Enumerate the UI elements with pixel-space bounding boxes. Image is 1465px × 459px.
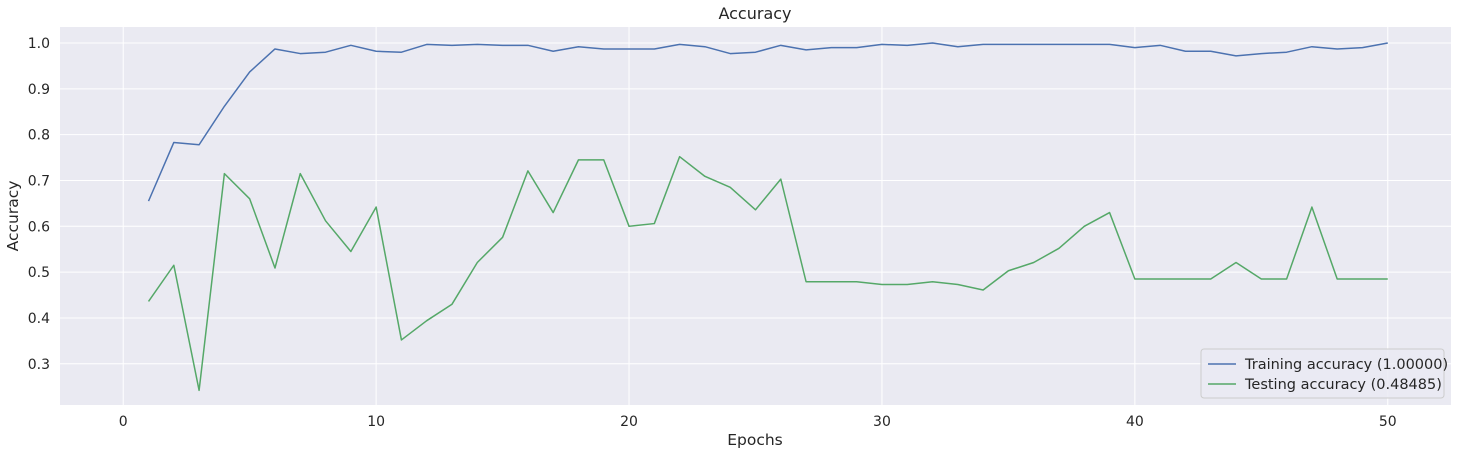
y-tick-label: 0.6 [28,219,50,235]
x-tick-label: 30 [873,414,891,430]
y-axis-label: Accuracy [4,181,22,252]
x-axis-label: Epochs [727,431,783,449]
y-tick-label: 0.5 [28,265,50,281]
series-lines [147,42,1388,392]
legend-label-training: Training accuracy (1.00000) [1244,357,1448,373]
y-tick-label: 0.7 [28,173,50,189]
legend-label-testing: Testing accuracy (0.48485) [1244,377,1442,393]
training-accuracy-line [147,42,1388,202]
y-tick-label: 0.3 [28,357,50,373]
y-tick-label: 0.8 [28,128,50,144]
y-tick-label: 0.9 [28,82,50,98]
x-tick-label: 50 [1379,414,1397,430]
x-tick-label: 10 [367,414,385,430]
legend: Training accuracy (1.00000) Testing accu… [1200,348,1448,399]
y-tick-label: 1.0 [28,36,50,52]
chart-title: Accuracy [718,4,791,23]
x-tick-labels: 0 10 20 30 40 50 [119,414,1397,430]
plot-background [60,27,1451,405]
grid-lines [60,27,1451,405]
y-tick-labels: 0.3 0.4 0.5 0.6 0.7 0.8 0.9 1.0 [28,36,50,373]
x-tick-label: 0 [119,414,128,430]
legend-box [1200,348,1445,399]
y-tick-label: 0.4 [28,311,50,327]
x-tick-label: 20 [620,414,638,430]
x-tick-label: 40 [1126,414,1144,430]
testing-accuracy-line [147,155,1388,392]
